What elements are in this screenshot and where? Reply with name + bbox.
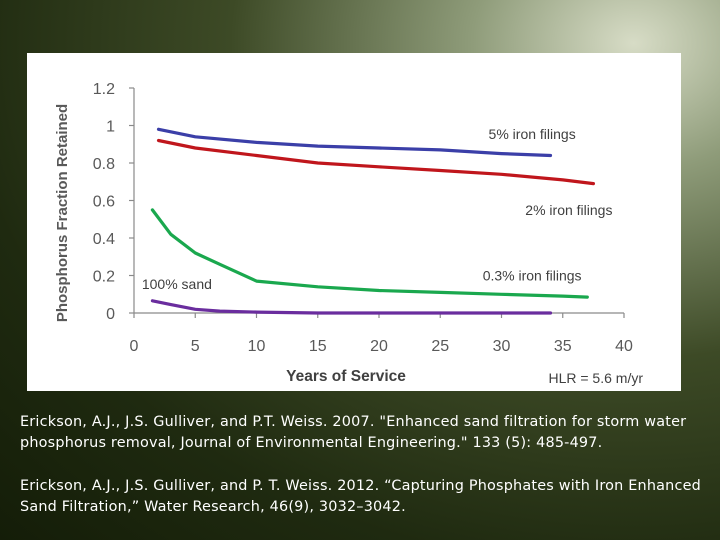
phosphorus-retention-chart: 0 0.2 0.4 0.6 0.8 1 1.2 0 5 10 15 20 25 30 35 40 5% iro… — [54, 81, 643, 386]
chart-panel: 0 0.2 0.4 0.6 0.8 1 1.2 0 5 10 15 20 25 30 35 40 5% iro… — [27, 53, 681, 391]
series-line-1 — [156, 138, 596, 186]
axes: 0 0.2 0.4 0.6 0.8 1 1.2 0 5 10 15 20 25 30 35 40 — [93, 81, 633, 355]
series-lines — [150, 127, 596, 315]
x-tick-label: 10 — [248, 338, 266, 355]
y-tick-label: 0.8 — [93, 156, 115, 173]
y-tick-label: 0.4 — [93, 231, 115, 248]
x-tick-label: 25 — [431, 338, 449, 355]
y-tick-label: 0 — [106, 306, 115, 323]
y-tick-label: 0.2 — [93, 269, 115, 286]
x-axis-title: Years of Service — [286, 368, 406, 385]
citations: Erickson, A.J., J.S. Gulliver, and P.T. … — [20, 412, 710, 540]
series-label-bg — [138, 273, 216, 294]
x-tick-label: 15 — [309, 338, 327, 355]
y-tick-label: 0.6 — [93, 194, 115, 211]
x-tick-label: 30 — [493, 338, 511, 355]
series-label: 0.3% iron filings — [483, 267, 582, 283]
series-line-0 — [156, 127, 553, 158]
citation-2012: Erickson, A.J., J.S. Gulliver, and P. T.… — [20, 478, 701, 515]
x-tick-label: 35 — [554, 338, 572, 355]
series-label-bg — [471, 123, 594, 144]
series-label: 100% sand — [142, 276, 212, 292]
series-label: 2% iron filings — [525, 202, 612, 218]
series-label-bg — [507, 199, 630, 220]
x-tick-label: 40 — [615, 338, 633, 355]
hlr-annotation: HLR = 5.6 m/yr — [548, 370, 643, 386]
x-tick-label: 20 — [370, 338, 388, 355]
y-axis-title: Phosphorus Fraction Retained — [54, 104, 71, 322]
series-line-2 — [150, 208, 589, 299]
series-label: 5% iron filings — [489, 126, 576, 142]
citation-2007: Erickson, A.J., J.S. Gulliver, and P.T. … — [20, 414, 687, 451]
x-tick-label: 0 — [130, 338, 139, 355]
y-tick-label: 1.2 — [93, 81, 115, 98]
series-label-bg — [463, 265, 601, 286]
series-line-3 — [150, 299, 553, 315]
series-labels: 5% iron filings 2% iron filings 0.3% iron … — [138, 123, 630, 294]
x-tick-label: 5 — [191, 338, 200, 355]
y-tick-label: 1 — [106, 119, 115, 136]
